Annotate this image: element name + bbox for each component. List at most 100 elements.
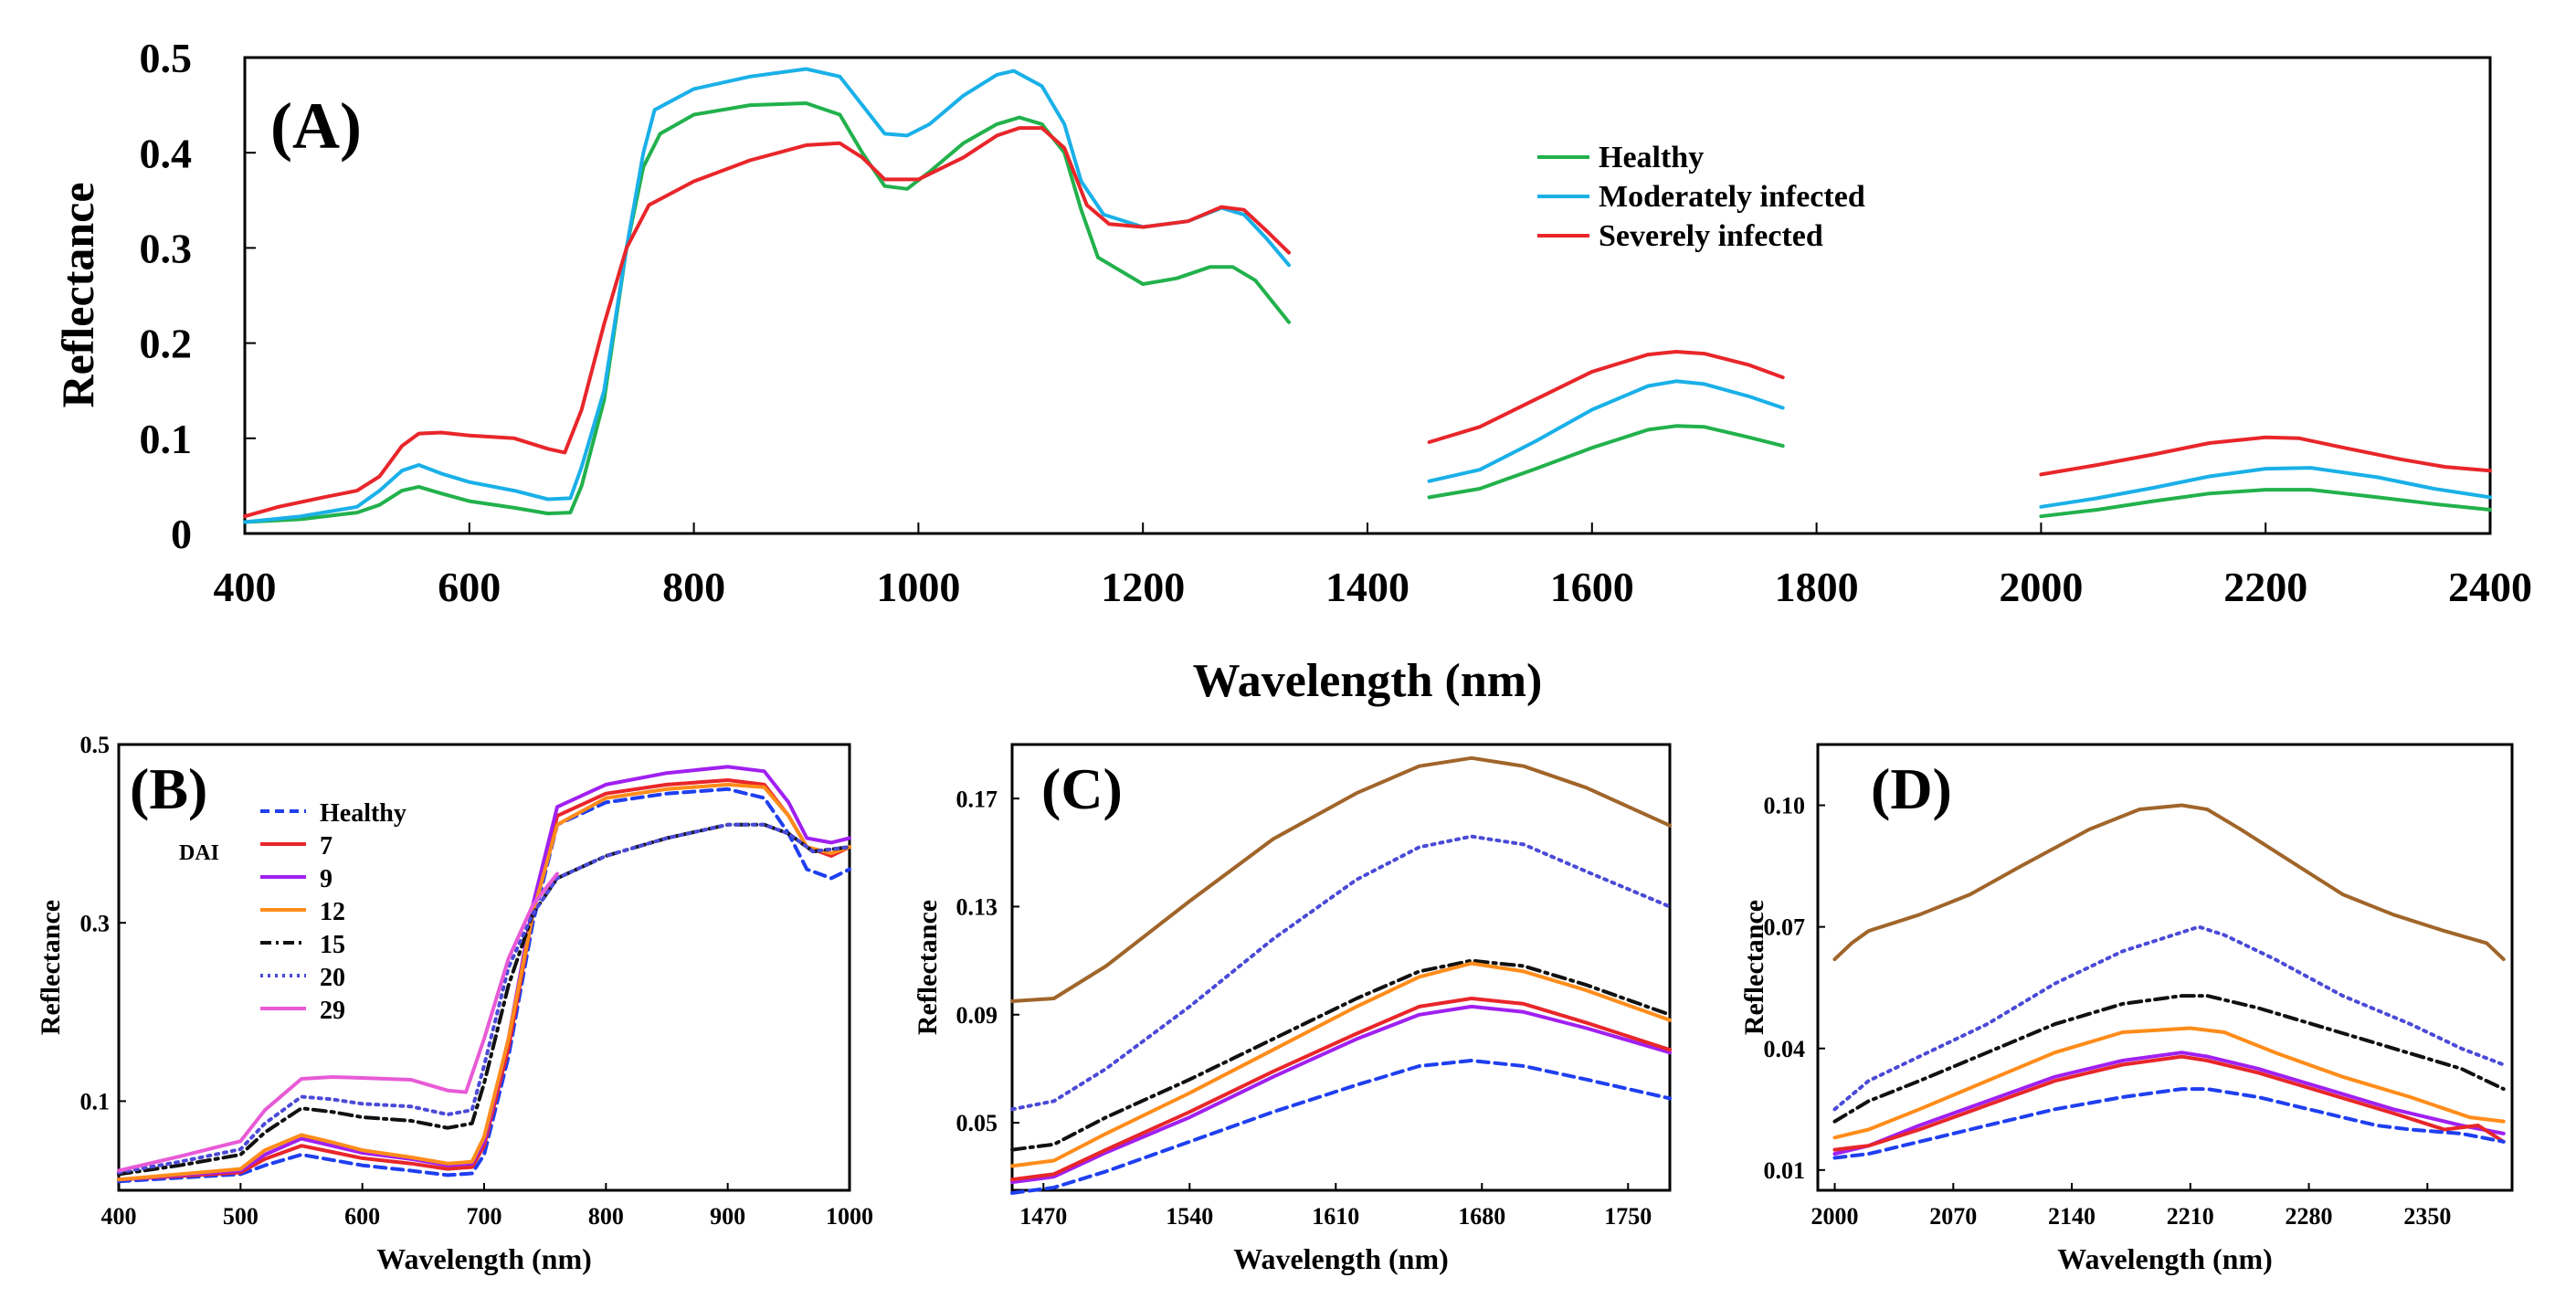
chart-marks: 400 600 800 1000 1200 1400 1600 1800 2000 2200 240… xyxy=(80,35,2533,1230)
series-line-29 xyxy=(1010,755,1672,1003)
x-tick-label: 1800 xyxy=(1775,564,1859,610)
series-line-severely-infected xyxy=(2039,435,2492,477)
series-line-severely-infected xyxy=(243,126,1291,519)
y-tick-label: 0.10 xyxy=(1764,793,1806,819)
legend-label-healthy: Healthy xyxy=(1599,141,1704,174)
x-tick-label: 2200 xyxy=(2223,564,2307,610)
main-xlabel: Wavelength (nm) xyxy=(1193,655,1543,707)
x-tick-label: 1610 xyxy=(1312,1203,1359,1230)
series-line-7 xyxy=(1832,1054,2506,1152)
y-tick-label: 0.07 xyxy=(1764,914,1806,941)
y-tick-label: 0.2 xyxy=(140,321,193,367)
x-tick-label: 2000 xyxy=(1811,1203,1859,1230)
series-line-29 xyxy=(117,871,559,1173)
panel-c-plot: 1470 1540 1610 1680 1750 0.05 0.09 0.13 0.17 xyxy=(956,755,1672,1230)
y-tick-label: 0.3 xyxy=(140,226,193,272)
series-line-20 xyxy=(117,822,851,1175)
panel-b-xlabel: Wavelength (nm) xyxy=(376,1242,592,1275)
series-line-9 xyxy=(1010,1004,1672,1185)
x-tick-label: 800 xyxy=(662,564,725,610)
panel-c: (C) Reflectance Wavelength (nm) xyxy=(913,743,1672,1275)
panel-b-frame xyxy=(117,743,851,1192)
series-line-15 xyxy=(117,822,851,1177)
series-line-15 xyxy=(1832,994,2506,1124)
series-line-healthy xyxy=(117,787,851,1184)
x-tick-label: 600 xyxy=(438,564,501,610)
panel-d-ylabel: Reflectance xyxy=(1739,900,1769,1035)
series-line-12 xyxy=(117,782,851,1182)
y-tick-label: 0.1 xyxy=(80,1089,111,1115)
x-tick-label: 1680 xyxy=(1458,1203,1505,1230)
series-line-moderately-infected xyxy=(243,67,1291,524)
series-line-29 xyxy=(1832,803,2506,962)
y-tick-label: 0.13 xyxy=(956,894,998,921)
x-tick-label: 1000 xyxy=(826,1203,873,1230)
x-tick-label: 400 xyxy=(101,1203,137,1230)
x-tick-label: 600 xyxy=(344,1203,380,1230)
y-tick-label: 0.3 xyxy=(80,910,111,936)
x-tick-label: 2140 xyxy=(2048,1203,2096,1230)
panel-c-ylabel: Reflectance xyxy=(913,900,943,1035)
series-line-healthy xyxy=(1832,1087,2506,1160)
panel-c-frame xyxy=(1010,743,1672,1192)
series-line-healthy xyxy=(1010,1059,1672,1195)
x-tick-label: 2000 xyxy=(1999,564,2083,610)
x-tick-label: 1000 xyxy=(876,564,960,610)
panel-d-plot: 2000 2070 2140 2210 2280 2350 0.01 0.04 0.07 0.10 xyxy=(1764,793,2506,1230)
panel-c-xlabel: Wavelength (nm) xyxy=(1233,1242,1449,1275)
series-line-7 xyxy=(1010,997,1672,1182)
panel-b-ylabel: Reflectance xyxy=(36,900,66,1035)
panel-d-xlabel: Wavelength (nm) xyxy=(2057,1242,2273,1275)
panel-d: (D) Reflectance Wavelength (nm) xyxy=(1739,743,2514,1275)
y-tick-label: 0.5 xyxy=(140,35,193,81)
y-tick-label: 0.05 xyxy=(956,1110,998,1136)
panel-a-plot: 400 600 800 1000 1200 1400 1600 1800 2000 2200 240… xyxy=(140,35,2533,610)
x-tick-label: 400 xyxy=(214,564,277,610)
x-tick-label: 500 xyxy=(223,1203,259,1230)
x-tick-label: 1200 xyxy=(1101,564,1185,610)
x-tick-label: 900 xyxy=(710,1203,745,1230)
legend-b-label-12: 12 xyxy=(320,898,345,926)
legend-b-label-7: 7 xyxy=(320,832,333,861)
y-tick-label: 0.01 xyxy=(1764,1157,1806,1184)
panel-d-label: (D) xyxy=(1871,756,1952,821)
x-tick-label: 2350 xyxy=(2403,1203,2451,1230)
x-tick-label: 2280 xyxy=(2286,1203,2333,1230)
x-tick-label: 2210 xyxy=(2167,1203,2214,1230)
series-line-20 xyxy=(1832,924,2506,1112)
series-line-moderately-infected xyxy=(1427,379,1785,483)
x-tick-label: 1400 xyxy=(1325,564,1409,610)
y-tick-label: 0.4 xyxy=(140,130,193,176)
legend-b-label-healthy: Healthy xyxy=(320,799,406,828)
x-tick-label: 2400 xyxy=(2448,564,2532,610)
series-line-healthy xyxy=(2039,488,2492,519)
panel-a-label: (A) xyxy=(270,90,362,163)
legend-a: Healthy Moderately infected Severely inf… xyxy=(1537,141,1865,253)
x-tick-label: 1750 xyxy=(1604,1203,1652,1230)
panel-a-ylabel: Reflectance xyxy=(52,182,103,407)
legend-label-moderate: Moderately infected xyxy=(1599,180,1865,214)
series-line-severely-infected xyxy=(1427,350,1785,444)
y-tick-label: 0.09 xyxy=(956,1002,998,1029)
panel-b-label: (B) xyxy=(130,756,207,821)
x-tick-label: 1470 xyxy=(1019,1203,1067,1230)
y-tick-label: 0.17 xyxy=(956,786,998,812)
series-line-12 xyxy=(1010,961,1672,1168)
legend-b-title: DAI xyxy=(179,841,219,865)
series-line-healthy xyxy=(243,101,1291,524)
series-line-20 xyxy=(1010,834,1672,1112)
series-line-15 xyxy=(1010,958,1672,1152)
x-tick-label: 1600 xyxy=(1550,564,1634,610)
series-line-9 xyxy=(1832,1051,2506,1156)
series-line-12 xyxy=(1832,1026,2506,1140)
legend-b-label-9: 9 xyxy=(320,865,333,893)
panel-a: (A) Reflectance Wavelength (nm) Healthy … xyxy=(52,56,2492,707)
legend-b-label-15: 15 xyxy=(320,931,345,959)
legend-b-label-29: 29 xyxy=(320,997,345,1025)
panel-d-frame xyxy=(1816,743,2514,1192)
y-tick-label: 0.5 xyxy=(80,732,111,758)
legend-label-severe: Severely infected xyxy=(1599,219,1823,253)
series-line-healthy xyxy=(1427,424,1785,500)
y-tick-label: 0.1 xyxy=(140,416,193,462)
